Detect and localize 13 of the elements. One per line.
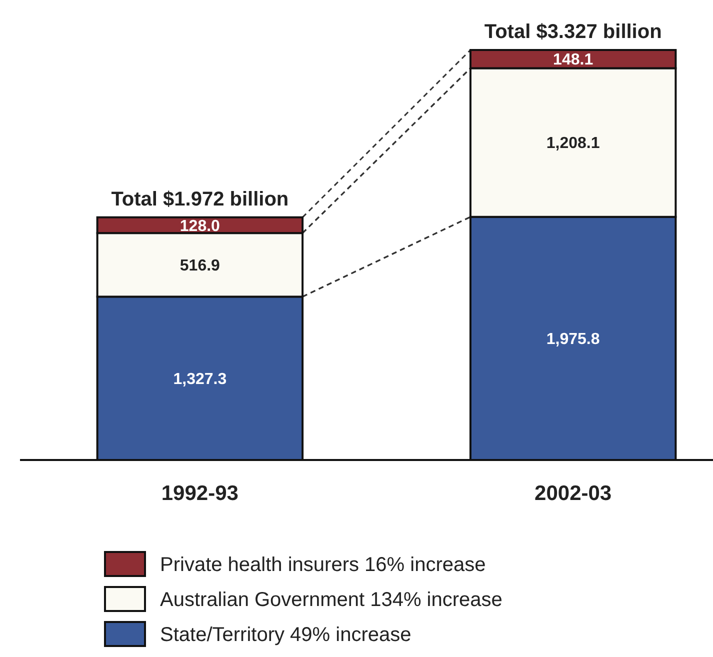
legend-label: Australian Government 134% increase (160, 589, 502, 611)
total-label: Total $3.327 billion (484, 21, 662, 43)
data-label: 148.1 (553, 52, 594, 69)
data-label: 128.0 (180, 218, 220, 235)
x-tick-label: 2002-03 (534, 482, 612, 505)
data-label: 516.9 (180, 257, 220, 274)
data-label: 1,327.3 (173, 370, 227, 388)
total-label: Total $1.972 billion (111, 188, 289, 210)
x-tick-label: 1992-93 (161, 482, 238, 505)
data-label: 1,208.1 (546, 135, 600, 152)
legend-label: State/Territory 49% increase (160, 624, 412, 646)
data-label: 1,975.8 (546, 331, 600, 348)
legend-label: Private health insurers 16% increase (160, 554, 486, 576)
